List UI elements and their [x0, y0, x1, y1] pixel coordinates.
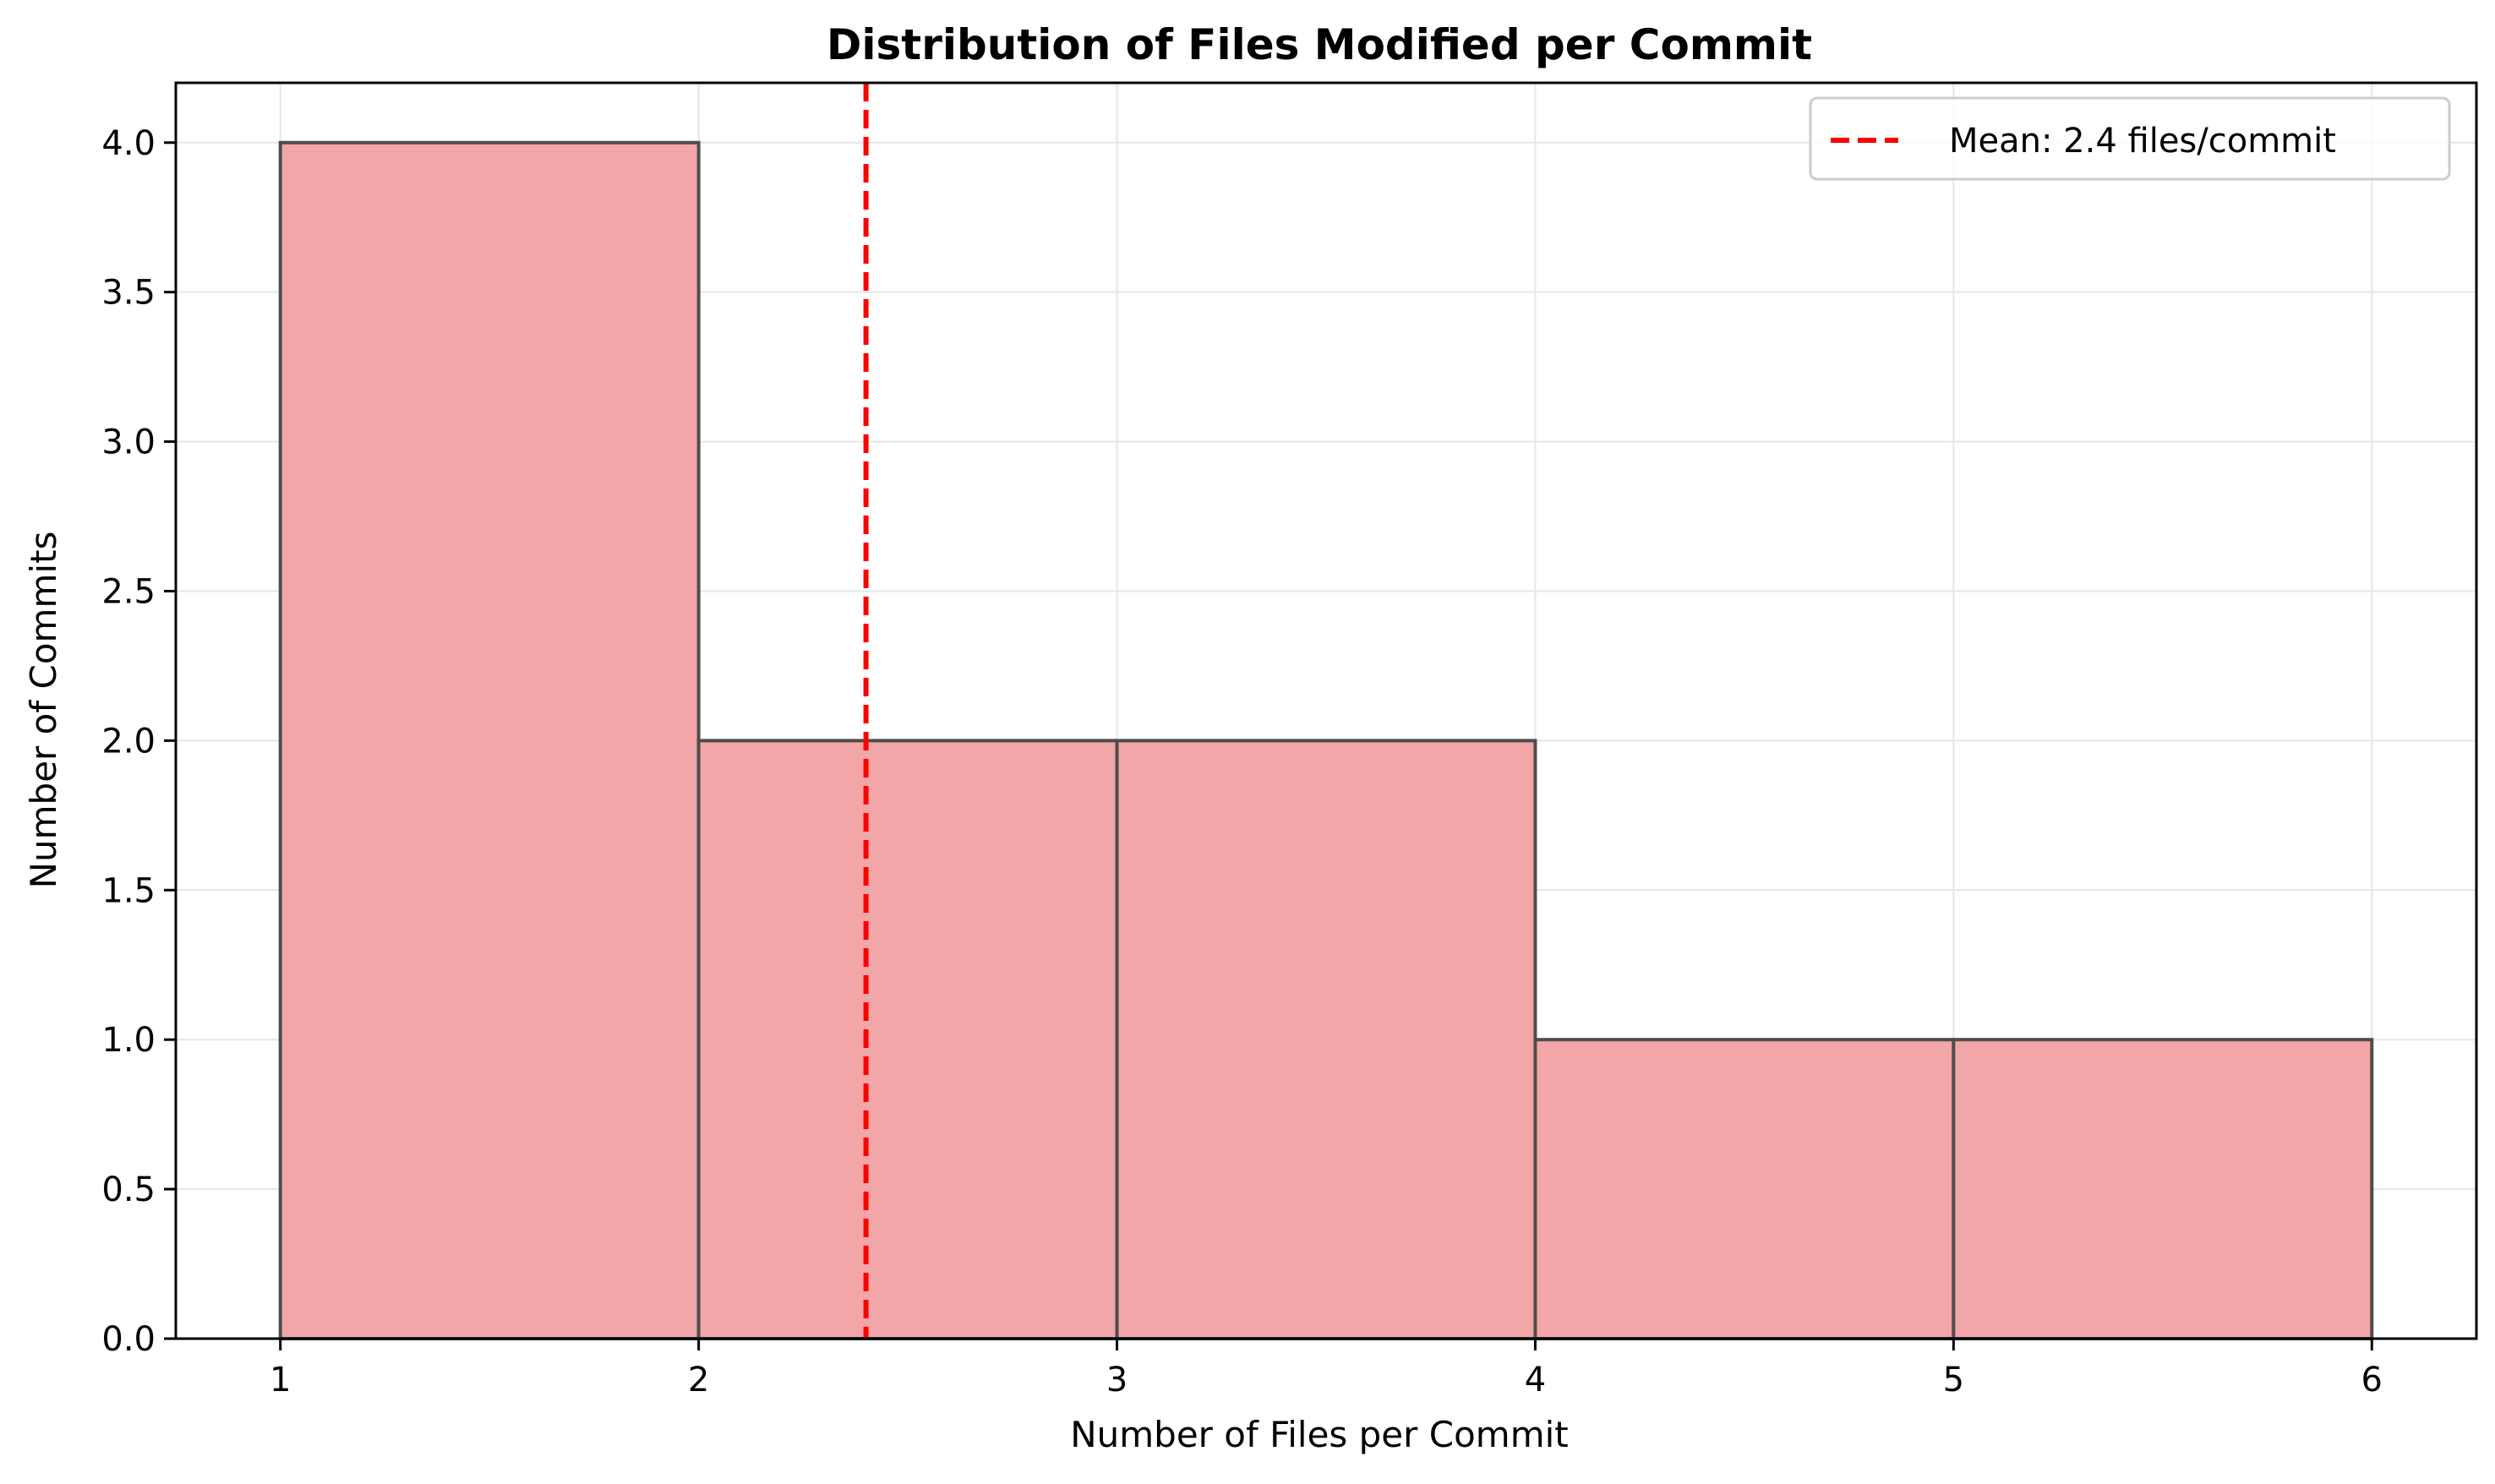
histogram-bar-4 — [1533, 1038, 1956, 1340]
x-tick-label-4: 5 — [1943, 1361, 1964, 1399]
y-tick-label-1: 0.5 — [101, 1170, 156, 1209]
x-axis-label: Number of Files per Commit — [1070, 1414, 1569, 1455]
y-tick-label-3: 1.5 — [101, 871, 156, 910]
y-tick-label-5: 2.5 — [101, 572, 156, 611]
ticks-layer: 1 2 3 4 5 6 0.0 0.5 1.0 1.5 2.0 2.5 3.0 3.5 4.0 — [101, 124, 2383, 1399]
axes-layer — [174, 81, 2478, 1340]
x-tick-label-3: 4 — [1525, 1361, 1546, 1399]
x-tick-label-1: 2 — [688, 1361, 709, 1399]
histogram-bar-3 — [1115, 739, 1537, 1340]
legend-box — [1809, 96, 2451, 181]
legend: Mean: 2.4 files/commit — [1809, 96, 2451, 181]
x-tick-label-0: 1 — [270, 1361, 291, 1399]
plot-frame — [174, 81, 2478, 1340]
y-tick-label-7: 3.5 — [101, 274, 156, 313]
y-tick-label-2: 1.0 — [101, 1021, 156, 1060]
y-tick-label-4: 2.0 — [101, 722, 156, 761]
legend-mean-label: Mean: 2.4 files/commit — [1949, 122, 2336, 161]
chart-title: Distribution of Files Modified per Commi… — [827, 20, 1812, 69]
x-tick-label-5: 6 — [2361, 1361, 2383, 1399]
histogram-bar-1 — [278, 140, 701, 1340]
histogram-bar-2 — [696, 739, 1119, 1340]
y-tick-label-8: 4.0 — [101, 124, 156, 163]
y-tick-label-0: 0.0 — [101, 1320, 156, 1359]
bars-layer — [278, 140, 2374, 1340]
histogram-bar-5 — [1952, 1038, 2374, 1340]
x-tick-label-2: 3 — [1106, 1361, 1127, 1399]
y-axis-label: Number of Commits — [23, 532, 64, 889]
y-tick-label-6: 3.0 — [101, 423, 156, 462]
